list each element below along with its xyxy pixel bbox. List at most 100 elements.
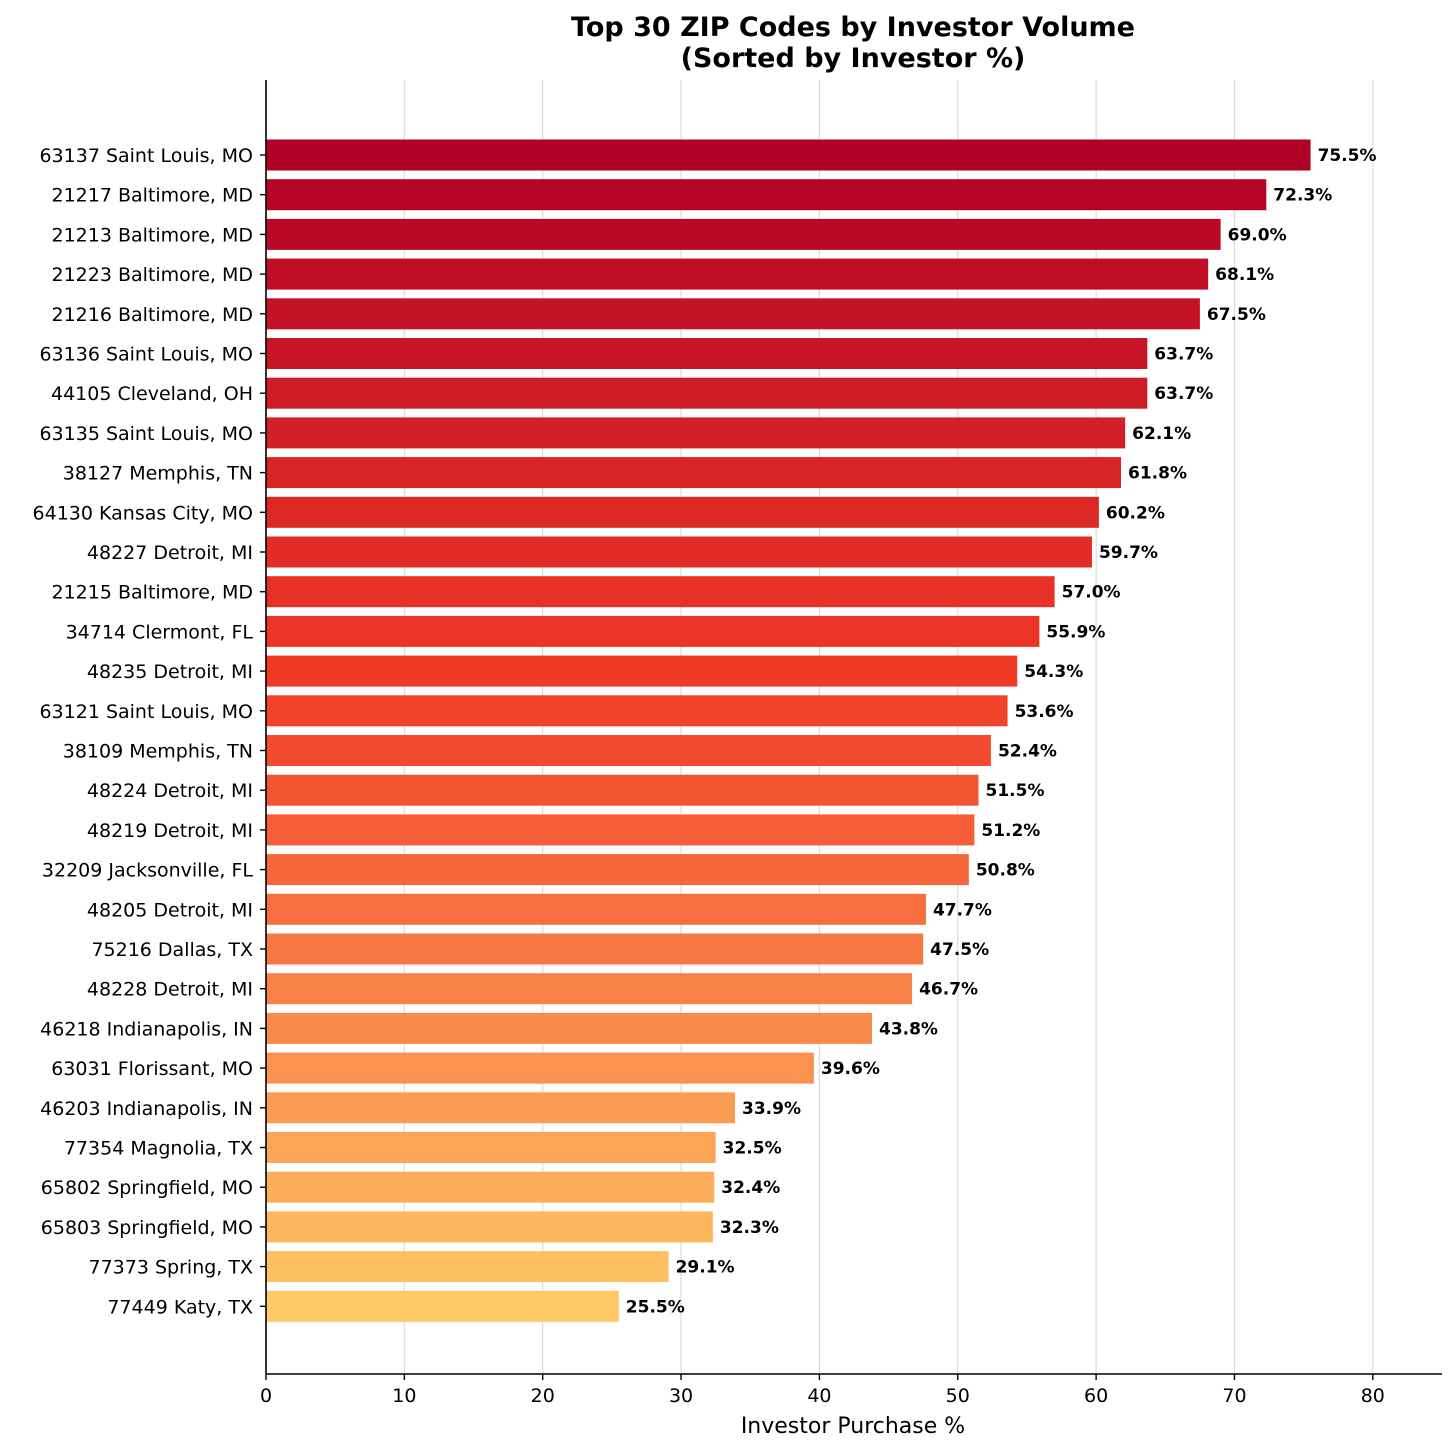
y-tick-label-16: 48224 Detroit, MI — [87, 780, 253, 802]
bar-11 — [266, 576, 1055, 608]
bar-25 — [266, 1132, 716, 1163]
data-label-23: 39.6% — [821, 1059, 880, 1079]
y-tick-label-28: 77373 Spring, TX — [89, 1257, 254, 1279]
bar-0 — [266, 139, 1311, 171]
x-tick-label-60: 60 — [1084, 1385, 1108, 1407]
data-label-26: 32.4% — [721, 1178, 780, 1198]
y-tick-label-26: 65802 Springfield, MO — [41, 1177, 253, 1199]
y-tick-label-25: 77354 Magnolia, TX — [64, 1138, 253, 1160]
y-tick-label-20: 75216 Dallas, TX — [91, 939, 253, 961]
y-tick-label-21: 48228 Detroit, MI — [87, 979, 253, 1001]
y-tick-label-19: 48205 Detroit, MI — [87, 899, 253, 921]
chart-subtitle: (Sorted by Investor %) — [681, 43, 1026, 74]
bar-13 — [266, 655, 1018, 687]
y-tick-label-0: 63137 Saint Louis, MO — [39, 145, 253, 167]
bar-1 — [266, 179, 1267, 211]
grid — [403, 80, 1374, 1374]
bar-4 — [266, 298, 1200, 330]
bar-23 — [266, 1052, 814, 1084]
bar-12 — [266, 615, 1040, 647]
bar-14 — [266, 695, 1008, 727]
data-label-12: 55.9% — [1046, 622, 1105, 642]
data-labels: 75.5% 72.3% 69.0% 68.1% 67.5% 63.7% 63.7% 62.1%… — [626, 146, 1377, 1317]
data-label-1: 72.3% — [1273, 186, 1332, 206]
data-label-29: 25.5% — [626, 1297, 685, 1317]
data-label-15: 52.4% — [998, 742, 1057, 762]
bar-27 — [266, 1211, 713, 1243]
x-tick-label-20: 20 — [531, 1385, 555, 1407]
data-label-22: 43.8% — [879, 1019, 938, 1039]
data-label-16: 51.5% — [986, 781, 1045, 801]
data-label-3: 68.1% — [1215, 265, 1274, 285]
bar-16 — [266, 774, 979, 806]
data-label-20: 47.5% — [930, 940, 989, 960]
data-label-18: 50.8% — [976, 861, 1035, 881]
x-tick-label-30: 30 — [669, 1385, 693, 1407]
data-label-2: 69.0% — [1228, 225, 1287, 245]
y-tick-label-10: 48227 Detroit, MI — [87, 542, 253, 564]
data-label-13: 54.3% — [1024, 662, 1083, 682]
y-tick-label-15: 38109 Memphis, TN — [63, 741, 253, 763]
data-label-8: 61.8% — [1128, 464, 1187, 484]
data-label-9: 60.2% — [1106, 503, 1165, 523]
chart-title: Top 30 ZIP Codes by Investor Volume — [571, 12, 1135, 43]
x-tick-label-40: 40 — [807, 1385, 831, 1407]
bar-5 — [266, 338, 1148, 369]
data-label-0: 75.5% — [1318, 146, 1377, 166]
y-tick-label-29: 77449 Katy, TX — [107, 1296, 253, 1318]
data-label-7: 62.1% — [1132, 424, 1191, 444]
y-tick-label-1: 21217 Baltimore, MD — [52, 185, 254, 207]
data-label-28: 29.1% — [676, 1258, 735, 1278]
y-tick-label-22: 46218 Indianapolis, IN — [40, 1018, 253, 1040]
bar-26 — [266, 1171, 715, 1203]
y-tick-label-4: 21216 Baltimore, MD — [52, 304, 254, 326]
data-label-14: 53.6% — [1015, 702, 1074, 722]
x-axis-ticks: 0 10 20 30 40 50 60 70 80 — [260, 1374, 1385, 1407]
data-label-27: 32.3% — [720, 1218, 779, 1238]
bar-21 — [266, 973, 913, 1005]
y-tick-label-12: 34714 Clermont, FL — [66, 621, 254, 643]
bar-10 — [266, 536, 1092, 568]
y-tick-label-13: 48235 Detroit, MI — [87, 661, 253, 683]
y-tick-label-3: 21223 Baltimore, MD — [52, 264, 254, 286]
x-tick-label-70: 70 — [1222, 1385, 1246, 1407]
data-label-17: 51.2% — [981, 821, 1040, 841]
bar-28 — [266, 1251, 669, 1283]
data-label-19: 47.7% — [933, 900, 992, 920]
data-label-25: 32.5% — [723, 1139, 782, 1159]
y-tick-label-14: 63121 Saint Louis, MO — [39, 701, 253, 723]
x-tick-label-10: 10 — [392, 1385, 416, 1407]
data-label-5: 63.7% — [1154, 345, 1213, 365]
y-tick-label-8: 38127 Memphis, TN — [63, 463, 253, 485]
bar-9 — [266, 496, 1099, 528]
y-tick-label-9: 64130 Kansas City, MO — [33, 502, 253, 524]
y-tick-label-7: 63135 Saint Louis, MO — [39, 423, 253, 445]
data-label-4: 67.5% — [1207, 305, 1266, 325]
data-label-21: 46.7% — [919, 980, 978, 1000]
bar-6 — [266, 377, 1148, 409]
bar-24 — [266, 1092, 736, 1124]
bar-17 — [266, 814, 975, 846]
data-label-6: 63.7% — [1154, 384, 1213, 404]
data-label-11: 57.0% — [1062, 583, 1121, 603]
y-tick-label-2: 21213 Baltimore, MD — [52, 224, 254, 246]
data-label-10: 59.7% — [1099, 543, 1158, 563]
x-tick-label-0: 0 — [260, 1385, 272, 1407]
y-axis-ticks: 63137 Saint Louis, MO 21217 Baltimore, MD… — [33, 145, 266, 1318]
bar-7 — [266, 417, 1126, 449]
y-tick-label-27: 65803 Springfield, MO — [41, 1217, 253, 1239]
y-tick-label-23: 63031 Florissant, MO — [51, 1058, 253, 1080]
y-tick-label-6: 44105 Cleveland, OH — [51, 383, 253, 405]
y-tick-label-17: 48219 Detroit, MI — [87, 820, 253, 842]
x-tick-label-50: 50 — [946, 1385, 970, 1407]
bar-18 — [266, 854, 969, 886]
bar-3 — [266, 258, 1209, 290]
bar-2 — [266, 218, 1221, 250]
bar-29 — [266, 1290, 619, 1322]
x-axis-title: Investor Purchase % — [741, 1414, 965, 1439]
bar-22 — [266, 1012, 872, 1044]
bars — [266, 139, 1311, 1322]
bar-15 — [266, 735, 991, 766]
data-label-24: 33.9% — [742, 1099, 801, 1119]
